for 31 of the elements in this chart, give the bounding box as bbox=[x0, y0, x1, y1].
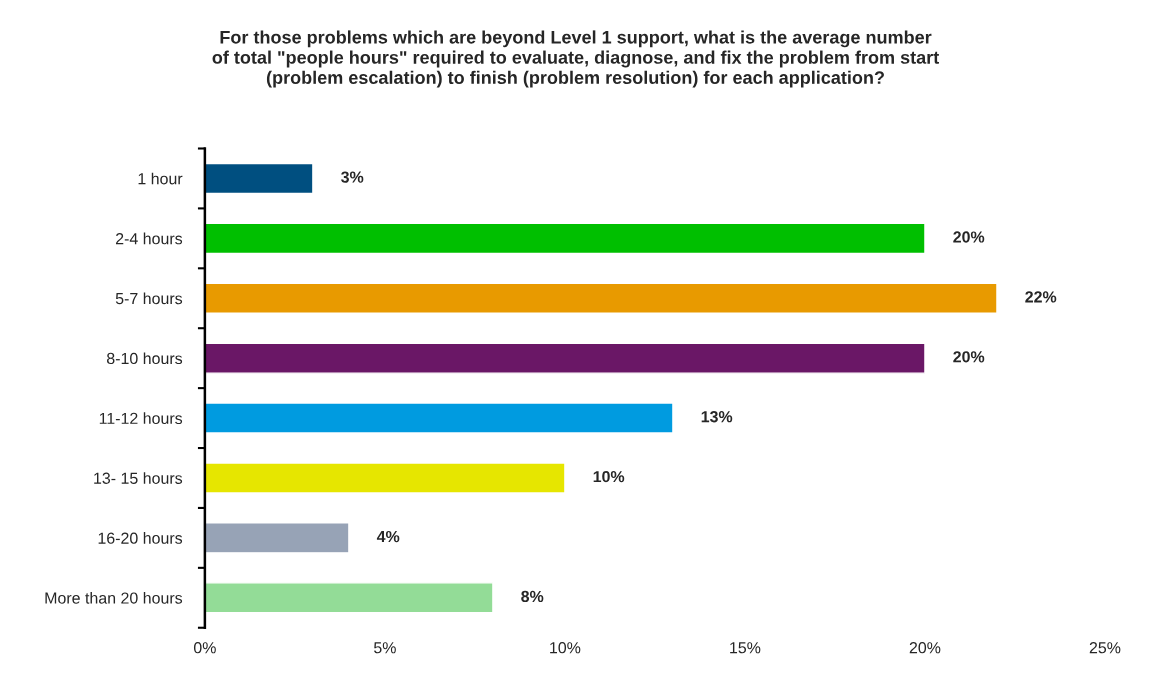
data-label: 22% bbox=[1025, 291, 1057, 303]
y-tick-label: 2-4 hours bbox=[115, 232, 183, 245]
y-tick-label: More than 20 hours bbox=[45, 592, 183, 604]
x-tick-label: 20% bbox=[909, 642, 941, 654]
bar bbox=[204, 162, 314, 195]
data-label: 4% bbox=[376, 530, 400, 543]
chart-title: For those problems which are beyond Level 1 support, what is the average number of total "people hours" required to evaluate, diagnose, and fix the problem from start (problem escalation) to finish (problem resolution) for each application? bbox=[212, 30, 940, 88]
data-label: 10% bbox=[593, 470, 625, 483]
bar bbox=[204, 402, 674, 434]
x-tick-label: 10% bbox=[550, 642, 581, 654]
data-label: 20% bbox=[953, 231, 985, 243]
data-label: 8% bbox=[521, 590, 544, 603]
data-label: 3% bbox=[341, 171, 364, 183]
x-tick-label: 0% bbox=[193, 642, 216, 654]
bar bbox=[204, 582, 494, 614]
bar bbox=[204, 522, 350, 554]
y-tick-label: 1 hour bbox=[138, 172, 183, 185]
data-label: 13% bbox=[701, 411, 733, 423]
y-tick-label: 13- 15 hours bbox=[94, 472, 183, 484]
y-tick-label: 5-7 hours bbox=[115, 292, 183, 305]
bar bbox=[204, 342, 926, 374]
y-tick-label: 16-20 hours bbox=[98, 532, 183, 544]
bar bbox=[204, 282, 998, 314]
x-tick-label: 5% bbox=[373, 642, 396, 654]
y-tick-label: 11-12 hours bbox=[99, 412, 183, 425]
data-label: 20% bbox=[953, 351, 985, 363]
y-tick-label: 8-10 hours bbox=[107, 352, 183, 365]
bar bbox=[204, 222, 926, 255]
bar bbox=[204, 462, 566, 494]
x-tick-label: 25% bbox=[1089, 642, 1121, 654]
x-tick-label: 15% bbox=[730, 642, 761, 654]
